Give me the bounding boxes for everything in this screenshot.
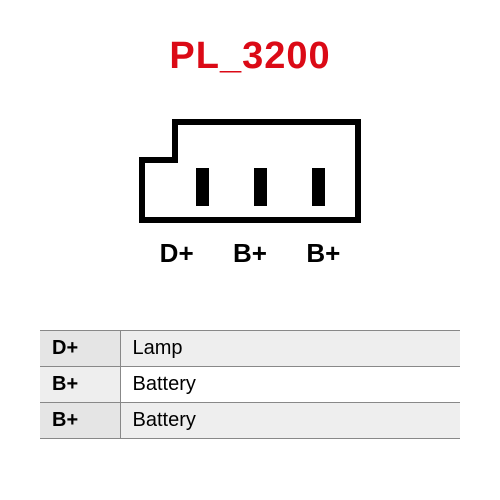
legend-symbol: B+ <box>40 367 120 403</box>
table-row: B+ Battery <box>40 367 460 403</box>
table-row: D+ Lamp <box>40 331 460 367</box>
connector-outline <box>142 122 358 220</box>
legend-symbol: B+ <box>40 403 120 439</box>
pin-labels-row: D+ B+ B+ <box>140 238 360 269</box>
table-row: B+ Battery <box>40 403 460 439</box>
pin-label-1: D+ <box>160 238 194 269</box>
legend-description: Battery <box>120 403 460 439</box>
pin-1 <box>196 168 209 206</box>
legend-description: Lamp <box>120 331 460 367</box>
legend-description: Battery <box>120 367 460 403</box>
legend-table: D+ Lamp B+ Battery B+ Battery <box>40 330 460 439</box>
pin-2 <box>254 168 267 206</box>
pin-label-3: B+ <box>306 238 340 269</box>
part-title: PL_3200 <box>169 35 330 78</box>
legend-symbol: D+ <box>40 331 120 367</box>
connector-diagram <box>130 110 370 230</box>
pin-3 <box>312 168 325 206</box>
pin-label-2: B+ <box>233 238 267 269</box>
